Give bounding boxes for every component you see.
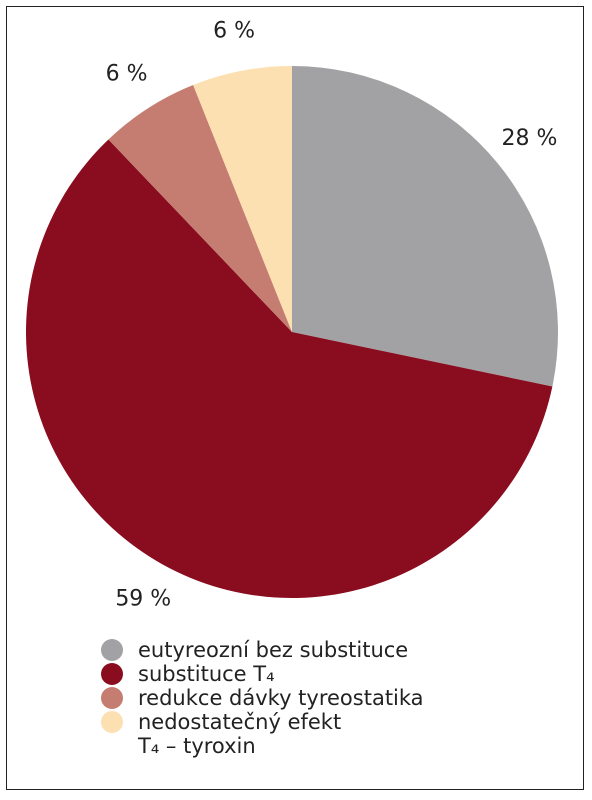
legend-swatch [101, 639, 123, 661]
value-label: 6 % [213, 19, 255, 44]
frame [6, 6, 584, 790]
legend-item: redukce dávky tyreostatika [100, 686, 424, 710]
value-label: 59 % [115, 586, 171, 611]
pie-slice [292, 66, 558, 387]
legend-label: substituce T₄ [138, 662, 275, 686]
legend: eutyreozní bez substituce substituce T₄ re… [100, 638, 424, 758]
value-label: 28 % [501, 126, 557, 151]
value-label: 6 % [106, 62, 148, 87]
legend-label: eutyreozní bez substituce [138, 638, 409, 662]
legend-swatch [101, 711, 123, 733]
pie-slice [26, 139, 553, 598]
legend-item: substituce T₄ [100, 662, 424, 686]
legend-label: nedostatečný efekt T₄ – tyroxin [138, 710, 342, 758]
pie-slice [108, 85, 292, 332]
pie-slice [193, 66, 292, 332]
legend-item: nedostatečný efekt T₄ – tyroxin [100, 710, 424, 758]
legend-label: redukce dávky tyreostatika [138, 686, 424, 710]
legend-swatch [101, 687, 123, 709]
legend-swatch [101, 663, 123, 685]
legend-item: eutyreozní bez substituce [100, 638, 424, 662]
